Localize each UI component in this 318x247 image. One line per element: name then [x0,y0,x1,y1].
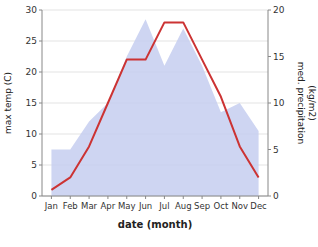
x-tick-label: Apr [101,201,116,211]
y2-label: med. precipitation(kg/m2) [296,62,317,144]
y-tick-label: 20 [26,67,38,77]
x-tick [145,196,146,199]
x-axis [42,196,268,197]
x-tick-label: May [118,201,136,211]
y2-tick-label: 15 [273,52,284,62]
y2-tick-label: 10 [273,98,285,108]
chart: 0 5 10 15 20 25 30 0 5 10 15 20 Jan FebMarAprMayJun Ju… [0,0,318,247]
y-tick [39,41,42,42]
y2-tick-label: 5 [273,145,279,155]
x-tick-label: Jul [158,201,169,211]
y-tick-label: 0 [31,191,37,201]
x-tick-label: Feb [63,201,78,211]
x-tick-label: Jun [138,201,152,211]
grid-line [42,196,268,197]
x-tick-label: Sep [194,201,210,211]
x-tick-label: Aug [175,201,192,211]
y-tick-label: 15 [26,98,37,108]
y2-tick [268,103,271,104]
y-tick [39,72,42,73]
y-tick-label: 10 [26,129,38,139]
y-tick [39,196,42,197]
line [51,22,258,189]
x-tick [51,196,52,199]
y2-label-line: med. precipitation [296,62,306,144]
x-label: date (month) [118,219,192,230]
y2-tick [268,196,271,197]
y2-tick-label: 20 [273,5,285,15]
y2-tick [268,10,271,11]
x-tick [258,196,259,199]
x-tick [164,196,165,199]
x-tick [220,196,221,199]
y2-tick [268,149,271,150]
area [51,19,258,196]
y-tick-label: 30 [26,5,38,15]
y-tick-label: 25 [26,36,37,46]
y-tick [39,103,42,104]
x-tick [89,196,90,199]
x-tick-label: Dec [250,201,267,211]
y-tick [39,134,42,135]
x-tick [183,196,184,199]
x-tick-label: Mar [81,201,98,211]
x-tick [126,196,127,199]
x-tick [70,196,71,199]
x-tick [239,196,240,199]
y-tick-label: 5 [31,160,37,170]
y2-tick [268,56,271,57]
x-tick [202,196,203,199]
x-tick-label: Nov [231,201,248,211]
y-label: max temp (C) [3,72,13,134]
y2-label-line: (kg/m2) [307,85,317,120]
grid-line [42,10,268,11]
x-tick-label: Jan [44,201,58,211]
x-tick-label: Oct [214,201,229,211]
y-tick [39,10,42,11]
y2-tick-label: 0 [273,191,279,201]
plot-area [51,19,258,196]
y-tick [39,165,42,166]
x-tick [107,196,108,199]
